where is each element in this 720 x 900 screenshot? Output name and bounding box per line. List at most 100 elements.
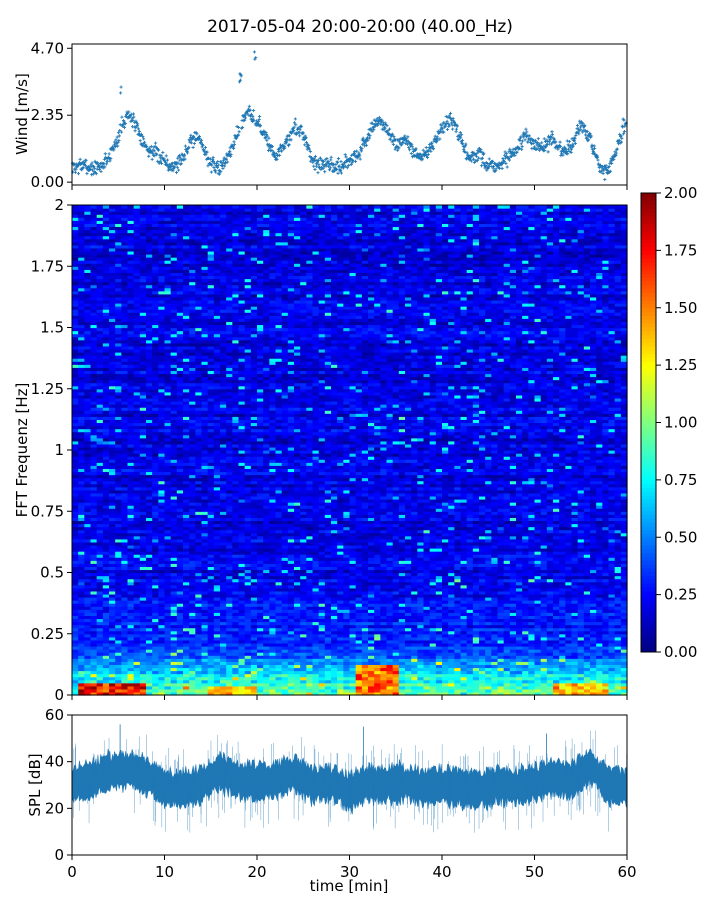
wind-point — [141, 134, 145, 139]
wind-point — [313, 154, 318, 159]
wind-point — [203, 145, 208, 150]
wind-point — [195, 132, 199, 136]
wind-point — [278, 153, 282, 157]
wind-point — [117, 138, 121, 143]
wind-point — [493, 162, 497, 166]
wind-point — [217, 172, 222, 176]
wind-point — [136, 122, 140, 126]
wind-point — [474, 154, 479, 158]
wind-point — [252, 50, 257, 54]
figure-title: 2017-05-04 20:00-20:00 (40.00_Hz) — [207, 17, 513, 37]
wind-point — [440, 123, 444, 127]
wind-point — [536, 147, 540, 151]
wind-point — [219, 170, 223, 174]
wind-point — [249, 112, 254, 116]
wind-y-axis: 0.002.354.70 — [31, 39, 72, 191]
wind-point — [353, 150, 357, 154]
wind-point — [487, 164, 491, 168]
wind-point — [165, 158, 170, 162]
wind-point — [445, 119, 449, 123]
wind-point — [270, 144, 274, 149]
wind-point — [149, 144, 153, 149]
wind-point — [313, 167, 317, 171]
wind-point — [334, 162, 338, 167]
wind-point — [424, 145, 428, 150]
wind-y-tick-label: 0.00 — [31, 173, 64, 191]
wind-point — [353, 159, 358, 164]
wind-point — [258, 123, 263, 127]
wind-point — [404, 141, 408, 146]
wind-point — [410, 144, 414, 149]
wind-point — [531, 141, 535, 146]
wind-point — [304, 140, 309, 145]
wind-point — [491, 159, 495, 163]
wind-point — [503, 150, 507, 154]
wind-point — [283, 145, 287, 149]
wind-point — [442, 130, 446, 134]
wind-point — [112, 148, 116, 152]
wind-point — [368, 134, 372, 138]
wind-point — [206, 164, 210, 168]
wind-point — [409, 151, 413, 156]
wind-point — [299, 124, 303, 128]
wind-point — [270, 148, 274, 153]
wind-point — [438, 137, 442, 141]
wind-point — [505, 165, 509, 169]
wind-point — [337, 164, 341, 168]
wind-point — [459, 136, 463, 140]
wind-point — [231, 146, 236, 150]
wind-point — [360, 146, 364, 151]
wind-point — [457, 137, 461, 141]
wind-point — [159, 159, 163, 163]
wind-point — [183, 157, 187, 161]
wind-point — [438, 128, 442, 132]
wind-x-axis — [71, 185, 628, 190]
wind-point — [310, 157, 315, 161]
wind-point — [321, 166, 325, 170]
wind-point — [521, 135, 525, 139]
wind-point — [507, 158, 511, 162]
wind-point — [121, 122, 125, 126]
wind-point — [256, 119, 260, 124]
wind-point — [221, 158, 225, 162]
wind-point — [221, 166, 225, 171]
wind-point — [101, 166, 105, 170]
wind-point — [109, 156, 113, 161]
wind-point — [373, 124, 377, 129]
wind-point — [428, 142, 432, 147]
wind-point — [463, 150, 467, 154]
wind-point — [113, 145, 118, 149]
wind-point — [78, 157, 82, 161]
wind-point — [475, 159, 479, 163]
wind-point — [178, 156, 182, 160]
wind-point — [307, 147, 312, 151]
wind-point — [451, 127, 455, 131]
wind-point — [575, 123, 580, 128]
wind-point — [487, 157, 491, 161]
wind-point — [383, 126, 387, 130]
wind-point — [386, 129, 390, 133]
wind-point — [248, 108, 252, 112]
wind-y-tick-label: 2.35 — [31, 106, 64, 124]
wind-point — [177, 153, 182, 158]
wind-point — [519, 142, 523, 146]
wind-point — [315, 164, 319, 168]
wind-point — [172, 166, 176, 170]
wind-point — [366, 138, 370, 142]
wind-point — [247, 104, 251, 108]
wind-point — [287, 142, 291, 147]
wind-point — [235, 124, 239, 129]
wind-point — [292, 121, 297, 125]
wind-point — [85, 172, 89, 176]
wind-point — [349, 157, 353, 162]
wind-point — [138, 139, 142, 143]
wind-point — [142, 140, 147, 144]
wind-point — [379, 122, 383, 126]
wind-point — [210, 163, 214, 167]
wind-point — [90, 173, 94, 177]
wind-scatter-series — [70, 50, 628, 182]
wind-point — [137, 129, 141, 134]
wind-point — [317, 163, 321, 167]
wind-point — [122, 120, 126, 124]
wind-point — [150, 157, 154, 161]
